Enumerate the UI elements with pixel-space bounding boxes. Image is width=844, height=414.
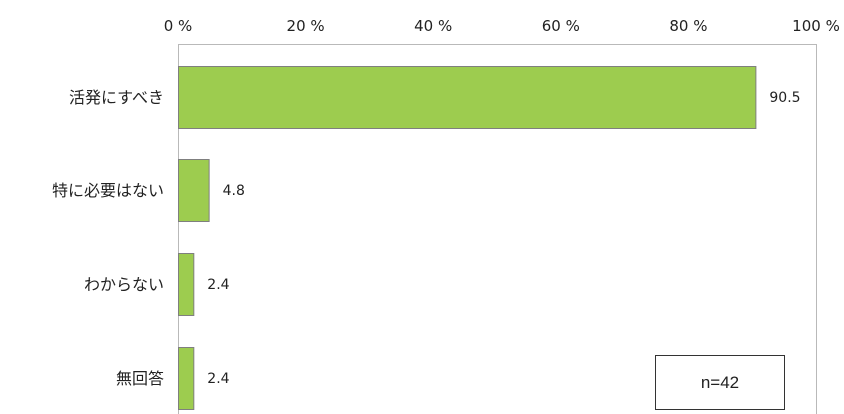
category-label: 無回答 (116, 369, 164, 388)
bar (178, 253, 195, 316)
x-axis-ticks: 0 % 20 % 40 % 60 % 80 % 100 % (164, 17, 840, 35)
bars (178, 66, 757, 410)
data-label: 2.4 (207, 371, 229, 387)
data-label: 2.4 (207, 277, 229, 293)
x-tick-label: 80 % (669, 17, 707, 35)
category-label: 特に必要はない (52, 181, 164, 200)
x-tick-label: 100 % (792, 17, 840, 35)
plot-area (178, 44, 817, 414)
bar (178, 66, 757, 129)
category-label: 活発にすべき (69, 88, 164, 107)
data-labels: 90.5 4.8 2.4 2.4 (207, 90, 800, 387)
data-label: 90.5 (769, 90, 800, 106)
x-tick-label: 60 % (542, 17, 580, 35)
x-tick-label: 20 % (287, 17, 325, 35)
x-tick-label: 40 % (414, 17, 452, 35)
sample-size-box: n=42 (655, 355, 785, 410)
category-label: わからない (84, 275, 164, 294)
x-tick-label: 0 % (164, 17, 193, 35)
sample-size-label: n=42 (700, 372, 740, 392)
data-label: 4.8 (223, 183, 245, 199)
bar (178, 347, 195, 410)
bar (178, 159, 210, 222)
